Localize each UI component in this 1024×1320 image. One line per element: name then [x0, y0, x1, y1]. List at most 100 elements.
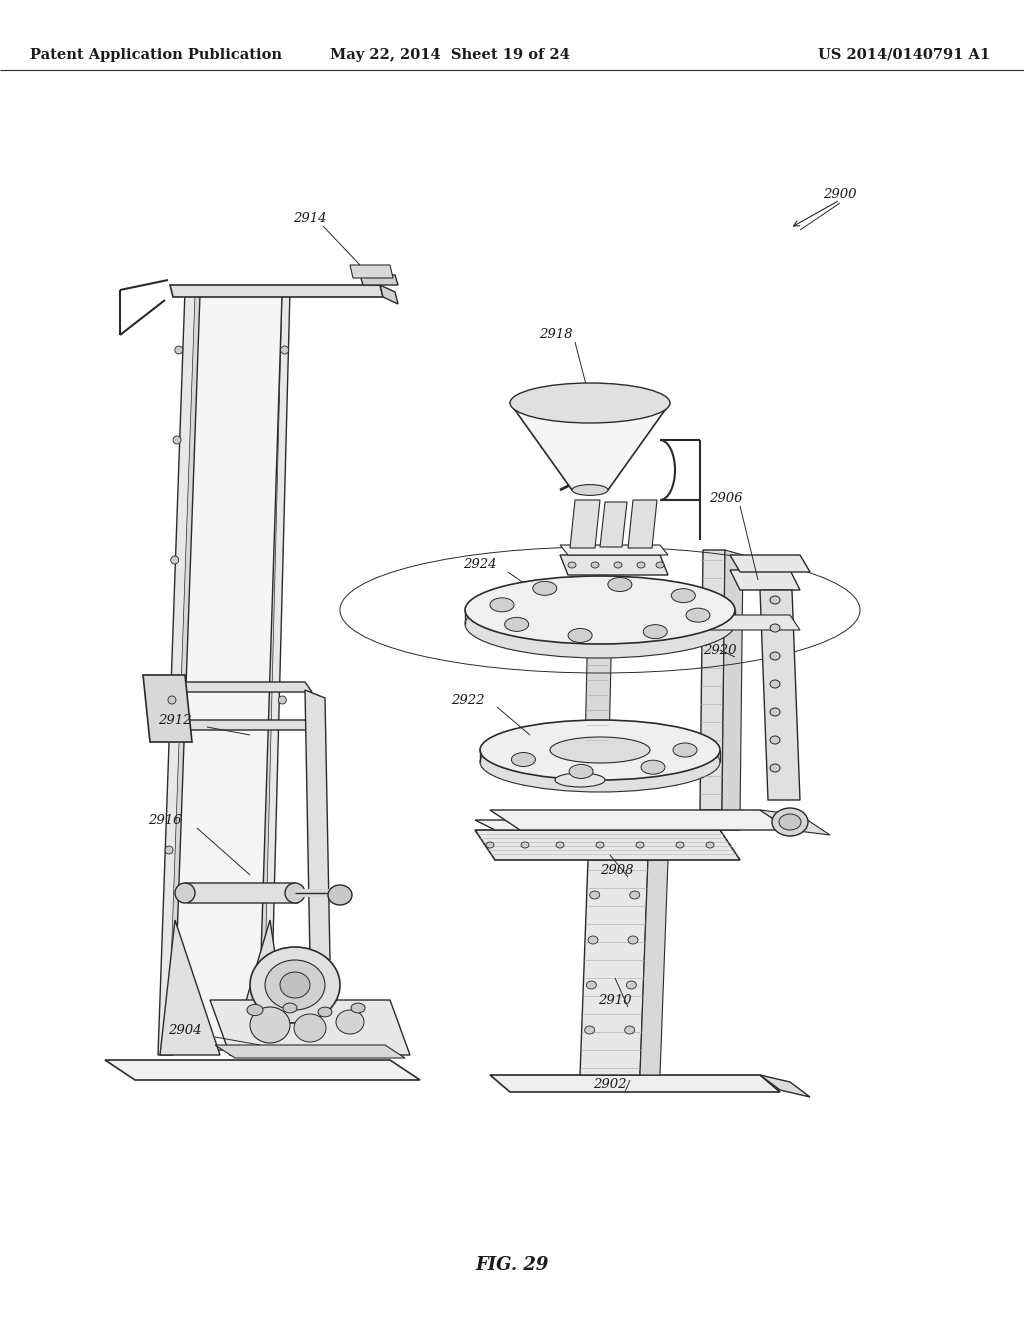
Polygon shape	[175, 719, 312, 730]
Polygon shape	[158, 290, 200, 1055]
Ellipse shape	[294, 1014, 326, 1041]
Polygon shape	[560, 554, 668, 576]
Ellipse shape	[676, 842, 684, 847]
Polygon shape	[585, 615, 612, 750]
Ellipse shape	[175, 346, 183, 354]
Ellipse shape	[521, 842, 529, 847]
Polygon shape	[580, 861, 648, 1074]
Polygon shape	[560, 545, 668, 554]
Text: 2916: 2916	[148, 813, 181, 826]
Ellipse shape	[569, 764, 593, 779]
Text: 2918: 2918	[540, 329, 572, 342]
Ellipse shape	[465, 590, 735, 657]
Text: 2922: 2922	[452, 693, 484, 706]
Text: May 22, 2014  Sheet 19 of 24: May 22, 2014 Sheet 19 of 24	[330, 48, 570, 62]
Polygon shape	[760, 810, 830, 836]
Polygon shape	[730, 570, 800, 590]
Ellipse shape	[285, 883, 305, 903]
Ellipse shape	[165, 846, 173, 854]
Polygon shape	[175, 682, 312, 692]
Polygon shape	[600, 502, 627, 546]
Ellipse shape	[686, 609, 710, 622]
Ellipse shape	[637, 562, 645, 568]
Ellipse shape	[280, 972, 310, 998]
Polygon shape	[168, 294, 202, 1049]
Ellipse shape	[318, 1007, 332, 1016]
Ellipse shape	[265, 960, 325, 1010]
Text: US 2014/0140791 A1: US 2014/0140791 A1	[818, 48, 990, 62]
Polygon shape	[160, 920, 220, 1055]
Polygon shape	[380, 285, 398, 304]
Ellipse shape	[328, 884, 352, 906]
Polygon shape	[490, 1074, 780, 1092]
Polygon shape	[305, 690, 330, 960]
Ellipse shape	[590, 891, 600, 899]
Polygon shape	[258, 294, 282, 1049]
Ellipse shape	[770, 652, 780, 660]
Ellipse shape	[627, 981, 636, 989]
Ellipse shape	[173, 436, 181, 444]
Ellipse shape	[250, 1007, 290, 1043]
Polygon shape	[490, 810, 790, 830]
Polygon shape	[255, 290, 290, 1055]
Ellipse shape	[281, 346, 289, 354]
Text: 2904: 2904	[168, 1023, 202, 1036]
Text: 2908: 2908	[600, 863, 634, 876]
Ellipse shape	[641, 760, 665, 775]
Polygon shape	[730, 554, 810, 572]
Ellipse shape	[555, 774, 605, 787]
Ellipse shape	[630, 891, 640, 899]
Polygon shape	[722, 550, 743, 820]
Ellipse shape	[247, 1005, 263, 1015]
Text: 2914: 2914	[293, 211, 327, 224]
Ellipse shape	[636, 842, 644, 847]
Ellipse shape	[175, 883, 195, 903]
Ellipse shape	[706, 842, 714, 847]
Polygon shape	[760, 590, 800, 800]
Ellipse shape	[168, 696, 176, 704]
Text: 2902: 2902	[593, 1078, 627, 1092]
Ellipse shape	[770, 708, 780, 715]
Ellipse shape	[770, 680, 780, 688]
Ellipse shape	[568, 562, 575, 568]
Polygon shape	[640, 861, 668, 1074]
Polygon shape	[570, 500, 600, 548]
Ellipse shape	[672, 589, 695, 603]
Ellipse shape	[628, 936, 638, 944]
Ellipse shape	[480, 733, 720, 792]
Ellipse shape	[510, 383, 670, 422]
Ellipse shape	[673, 743, 697, 756]
Ellipse shape	[550, 737, 650, 763]
Text: 2912: 2912	[159, 714, 191, 726]
Polygon shape	[143, 675, 193, 742]
Text: FIG. 29: FIG. 29	[475, 1257, 549, 1274]
Polygon shape	[350, 265, 393, 279]
Polygon shape	[215, 1045, 406, 1059]
Polygon shape	[700, 550, 725, 810]
Ellipse shape	[279, 696, 287, 704]
Ellipse shape	[779, 814, 801, 830]
Ellipse shape	[585, 1026, 595, 1034]
Polygon shape	[475, 830, 740, 861]
Ellipse shape	[608, 578, 632, 591]
Ellipse shape	[505, 618, 528, 631]
Ellipse shape	[283, 1003, 297, 1012]
Ellipse shape	[465, 576, 735, 644]
Ellipse shape	[643, 624, 668, 639]
Ellipse shape	[336, 1010, 364, 1034]
Polygon shape	[210, 1001, 410, 1055]
Ellipse shape	[770, 737, 780, 744]
Text: 2910: 2910	[598, 994, 632, 1006]
Text: 2906: 2906	[710, 491, 742, 504]
Polygon shape	[510, 403, 670, 490]
Ellipse shape	[171, 556, 179, 564]
Ellipse shape	[772, 808, 808, 836]
Polygon shape	[628, 500, 657, 548]
Ellipse shape	[511, 752, 536, 767]
Ellipse shape	[596, 842, 604, 847]
Polygon shape	[700, 615, 800, 630]
Ellipse shape	[572, 484, 608, 495]
Ellipse shape	[556, 842, 564, 847]
Ellipse shape	[250, 946, 340, 1023]
Ellipse shape	[490, 598, 514, 612]
